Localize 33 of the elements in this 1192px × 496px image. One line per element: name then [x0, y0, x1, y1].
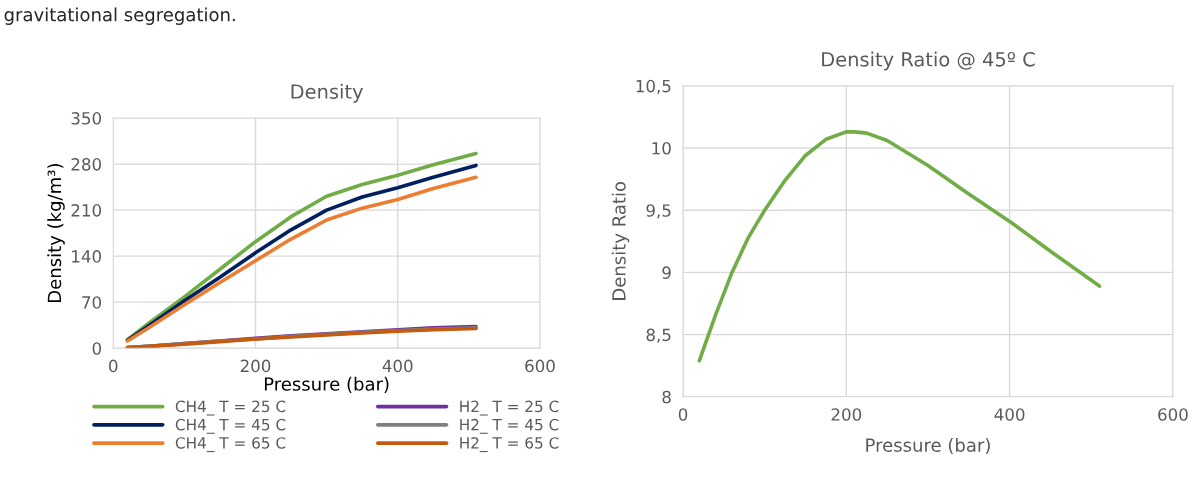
y-axis-title: Density Ratio [611, 181, 630, 300]
legend-label: H2_ T = 65 C [460, 437, 559, 453]
x-axis-title: Pressure (bar) [264, 376, 389, 393]
x-tick-label: 200 [240, 359, 271, 373]
text: gravitational segregation. [4, 7, 235, 25]
x-tick-label: 400 [382, 359, 413, 373]
y-tick-label: 210 [71, 204, 102, 217]
x-tick-label: 0 [678, 408, 688, 421]
legend-label: H2_ T = 25 C [460, 400, 559, 416]
y-tick-label: 70 [82, 296, 102, 309]
x-tick-label: 600 [1158, 408, 1188, 421]
chart-title: Density Ratio @ 45º C [822, 51, 1035, 71]
y-tick-label: 280 [71, 158, 102, 171]
legend-label: CH4_ T = 65 C [175, 437, 286, 453]
y-tick-label: 140 [72, 250, 102, 263]
y-tick-label: 8,5 [646, 328, 671, 343]
y-tick-label: 10 [652, 141, 671, 155]
y-axis-title: Density (kg/m³) [47, 164, 65, 302]
x-tick-label: 600 [525, 359, 555, 373]
y-tick-label: 10,5 [636, 79, 671, 95]
chart-title: Density [291, 83, 363, 103]
y-tick-label: 9 [662, 266, 671, 279]
x-tick-label: 200 [831, 408, 862, 421]
legend-label: H2_ T = 45 C [460, 418, 559, 434]
legend-label: CH4_ T = 25 C [175, 400, 286, 416]
legend-label: CH4_ T = 45 C [175, 418, 286, 434]
x-tick-label: 0 [109, 359, 118, 373]
x-axis-title: Pressure (bar) [866, 437, 990, 455]
y-tick-label: 0 [92, 342, 102, 355]
y-tick-label: 9,5 [646, 204, 671, 219]
x-tick-label: 400 [994, 408, 1025, 421]
y-tick-label: 350 [71, 112, 102, 125]
y-tick-label: 8 [662, 390, 671, 404]
